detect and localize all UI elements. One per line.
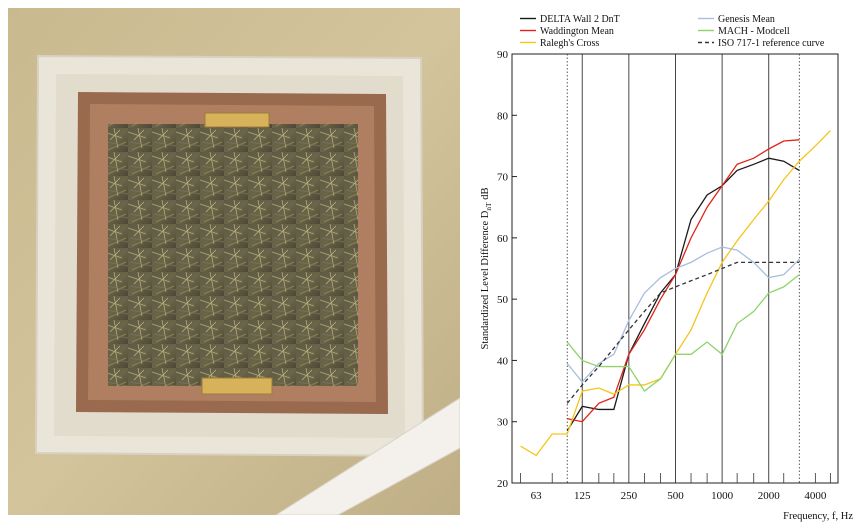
y-tick-label: 50 <box>497 294 509 306</box>
bottom-brass-latch <box>201 377 273 395</box>
y-tick-label: 30 <box>497 417 509 429</box>
y-tick-label: 90 <box>497 49 509 61</box>
y-axis-title: Standardized Level Difference DnT dB <box>480 187 493 349</box>
x-tick-label: 250 <box>621 490 638 502</box>
legend-label-3: Genesis Mean <box>718 14 775 25</box>
x-tick-label: 1000 <box>711 490 734 502</box>
series-line-4 <box>566 274 800 393</box>
top-brass-latch <box>204 112 270 128</box>
x-tick-label: 500 <box>667 490 684 502</box>
series-line-5 <box>566 261 800 404</box>
legend-label-5: ISO 717-1 reference curve <box>718 38 825 49</box>
paper-roll <box>275 397 460 515</box>
grid-layer <box>566 54 800 483</box>
legend-label-1: Waddington Mean <box>540 26 614 37</box>
legend-label-0: DELTA Wall 2 DnT <box>540 14 620 25</box>
series-line-1 <box>567 139 800 423</box>
axis-layer: 20 30 40 50 60 70 80 90 63 125 250 500 1000 2000 4000 F… <box>480 49 853 522</box>
x-tick-label: 63 <box>531 490 543 502</box>
y-tick-label: 70 <box>497 172 509 184</box>
legend-label-4: MACH - Modcell <box>718 26 790 37</box>
series-line-3 <box>566 246 800 383</box>
series-layer <box>520 130 831 457</box>
y-tick-label: 60 <box>497 233 509 245</box>
straw-fill <box>108 124 358 386</box>
x-tick-label: 125 <box>574 490 591 502</box>
x-axis-title: Frequency, f, Hz <box>783 511 853 522</box>
plot-frame <box>511 53 839 484</box>
series-line-0 <box>566 157 800 432</box>
x-tick-label: 4000 <box>804 490 827 502</box>
straw-window-photo <box>8 8 460 515</box>
x-tick-label: 2000 <box>758 490 781 502</box>
legend-label-2: Ralegh's Cross <box>540 38 599 49</box>
y-tick-label: 40 <box>497 355 509 367</box>
sound-insulation-chart: 20 30 40 50 60 70 80 90 63 125 250 500 1000 2000 4000 F… <box>480 14 853 522</box>
y-tick-label: 20 <box>497 478 509 490</box>
y-tick-label: 80 <box>497 110 509 122</box>
